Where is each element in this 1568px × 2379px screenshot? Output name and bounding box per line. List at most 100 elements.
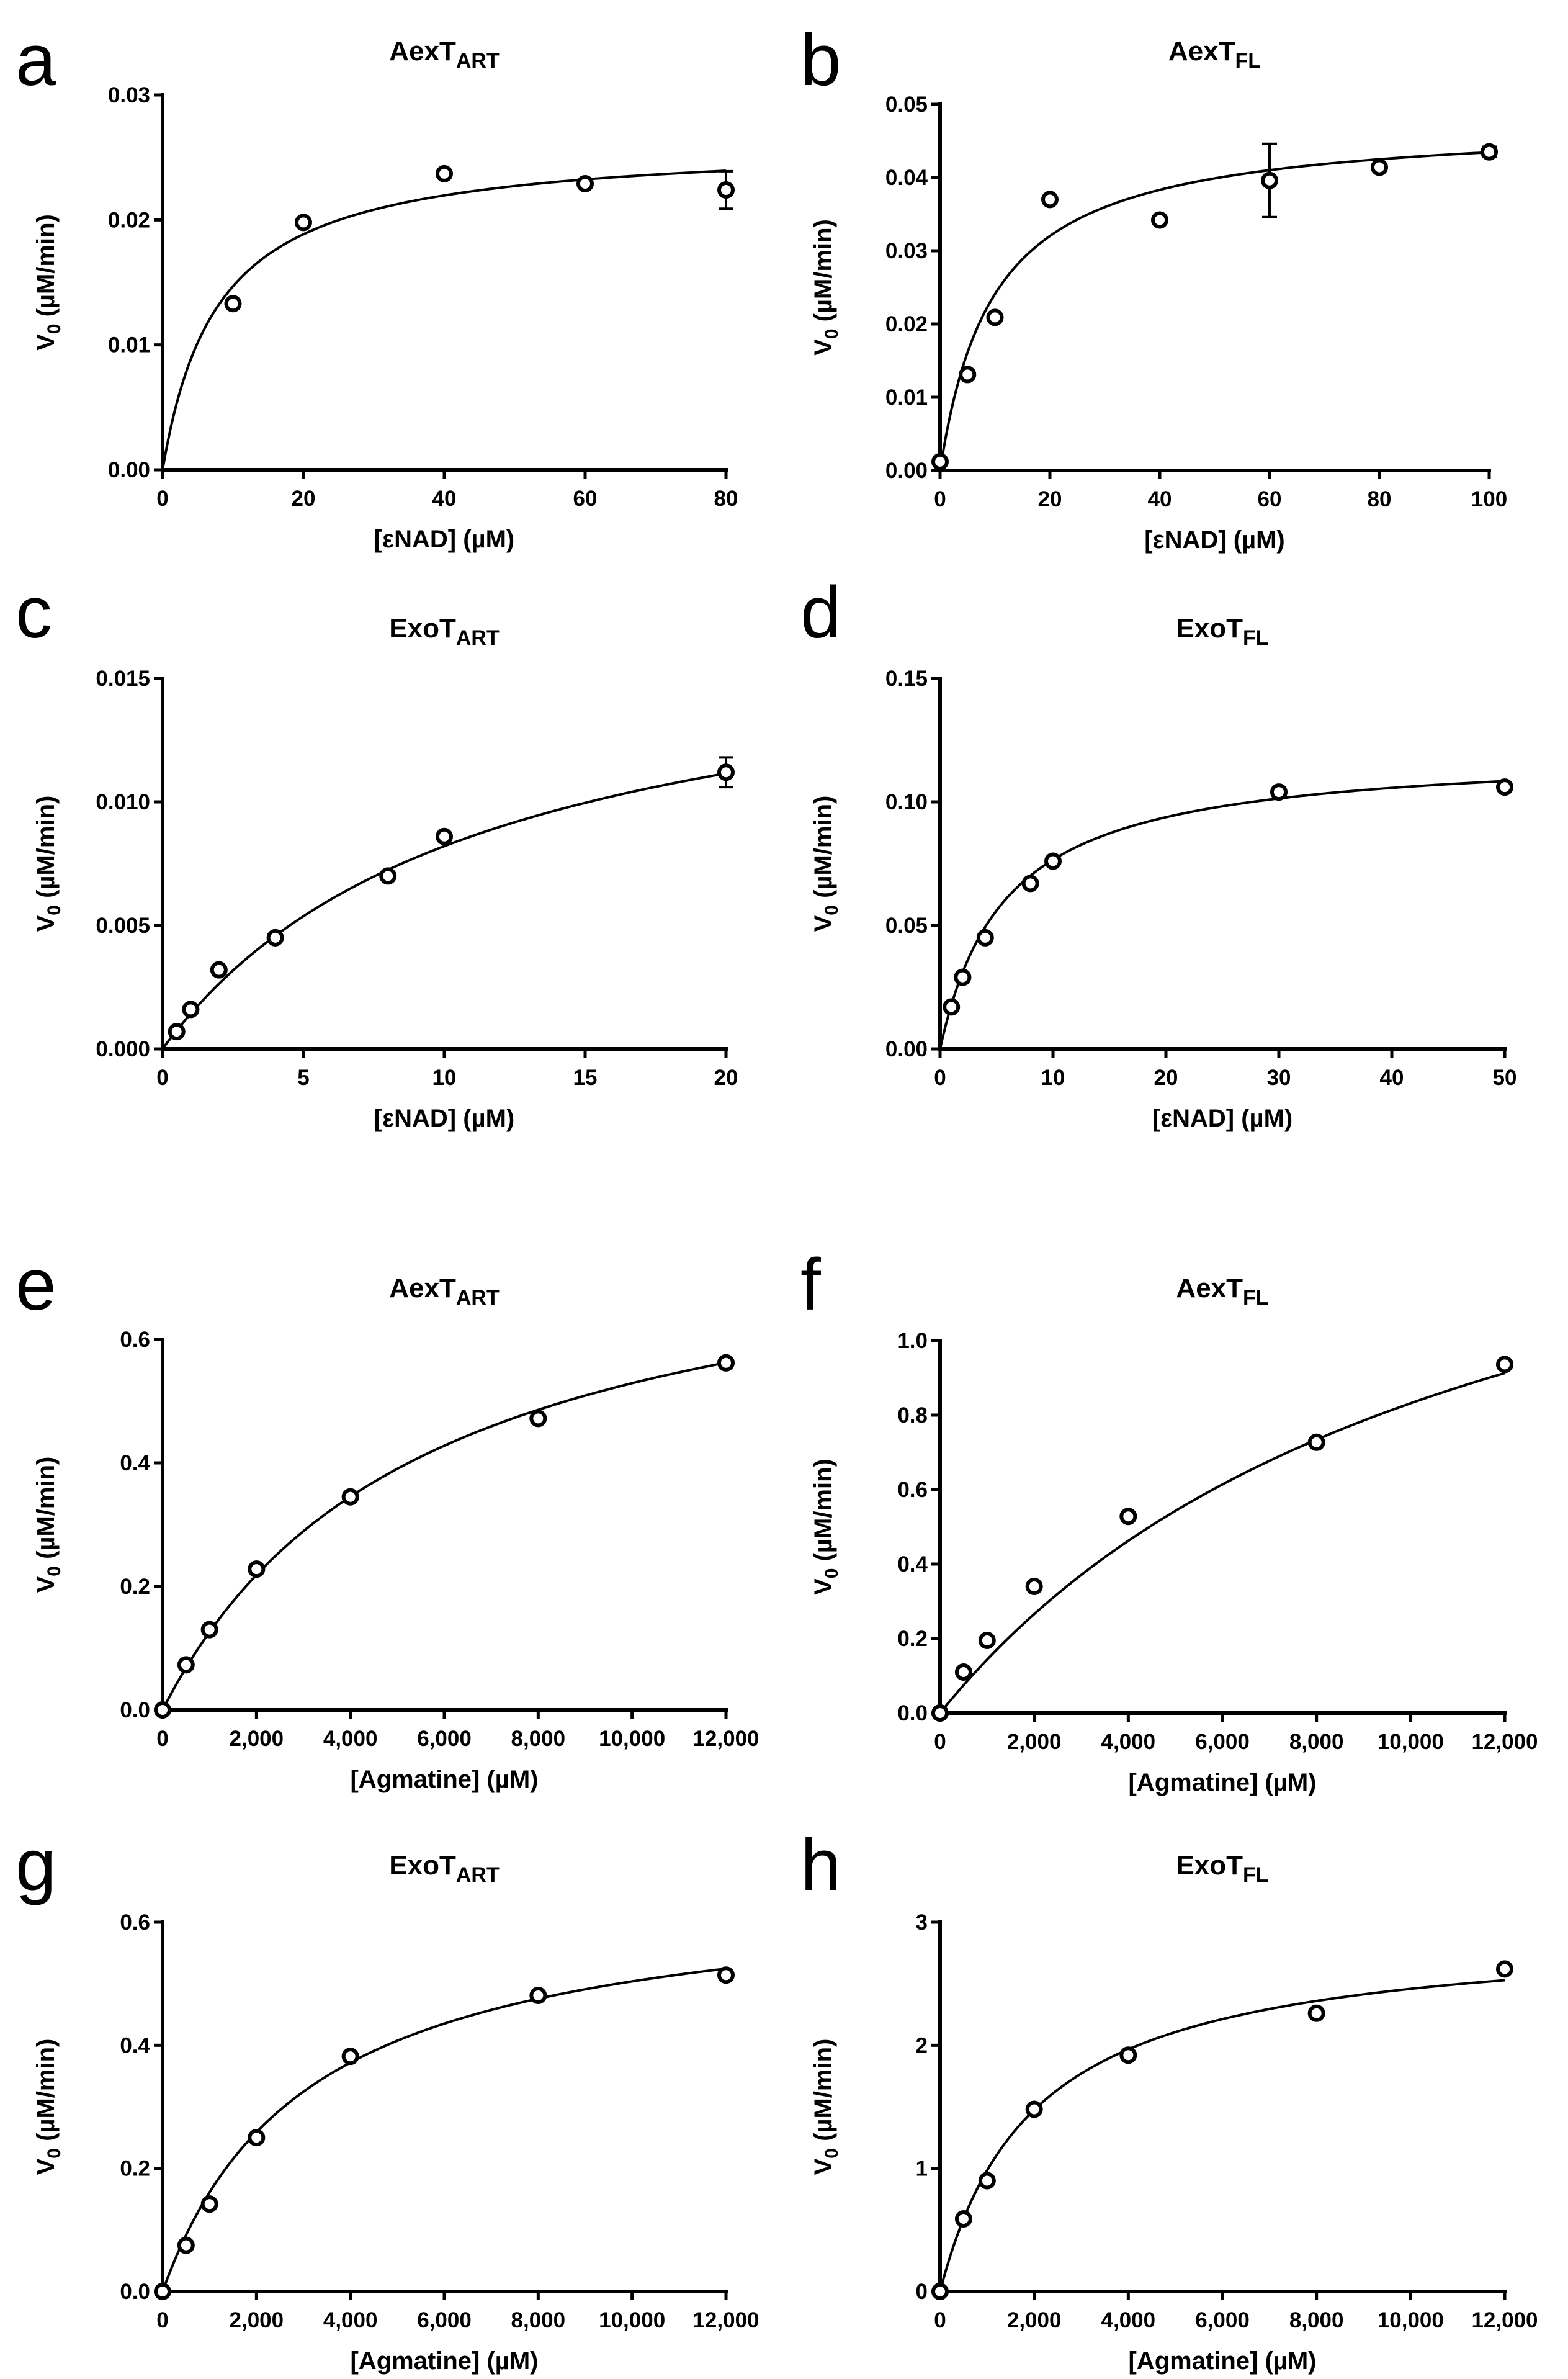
data-point <box>295 214 312 232</box>
y-axis-label: V0 (µM/min) <box>810 219 842 356</box>
x-tick-label: 60 <box>1258 487 1282 511</box>
y-axis-label-unit: (µM/min) <box>32 796 60 905</box>
data-point <box>954 968 972 986</box>
x-tick-label: 0 <box>934 1730 946 1754</box>
chart-title-main: ExoT <box>389 1850 456 1881</box>
data-point <box>177 2236 195 2254</box>
y-tick-label: 0.10 <box>885 790 928 814</box>
data-point <box>954 2210 972 2228</box>
x-tick-label: 10,000 <box>1378 1730 1444 1754</box>
y-tick-label: 2 <box>916 2033 928 2057</box>
data-point <box>210 961 228 979</box>
chart-title-main: AexT <box>389 36 456 66</box>
y-tick-label: 0.4 <box>120 1451 150 1475</box>
x-tick-label: 4,000 <box>1101 1730 1156 1754</box>
chart-panel-g: g ExoTART 0 2,000 4,000 6,000 8,000 10,000 12,00… <box>16 1824 759 2375</box>
y-tick-label: 0.015 <box>96 667 150 691</box>
y-tick-label: 0.0 <box>120 1698 150 1722</box>
fit-curve <box>161 772 727 1050</box>
y-tick-label: 0.2 <box>120 2157 150 2181</box>
data-point <box>1025 1578 1043 1595</box>
y-tick-label: 0.6 <box>897 1478 928 1502</box>
y-axis-label-subscript: 0 <box>822 2148 842 2159</box>
chart-title-main: AexT <box>389 1273 456 1303</box>
y-axis-label: V0 (µM/min) <box>32 2039 65 2175</box>
x-axis-label: [εNAD] (µM) <box>374 526 514 553</box>
fit-curve <box>939 1372 1505 1714</box>
x-tick-label: 40 <box>1148 487 1172 511</box>
y-axis-label-main: V <box>32 334 60 351</box>
x-tick-label: 6,000 <box>1195 1730 1250 1754</box>
chart-panel-e: e AexTART 0 2,000 4,000 6,000 8,000 10,000 12,00… <box>16 1244 759 1793</box>
x-axis-label: [Agmatine] (µM) <box>350 2347 538 2375</box>
x-tick-label: 2,000 <box>230 2308 284 2332</box>
y-axis-label-unit: (µM/min) <box>32 1457 60 1566</box>
x-tick-label: 8,000 <box>1289 2308 1344 2332</box>
chart-title-subscript: ART <box>456 626 500 650</box>
chart-title-main: AexT <box>1176 1273 1243 1303</box>
y-tick-label: 0.4 <box>897 1552 928 1576</box>
y-axis-label-unit: (µM/min) <box>810 2039 837 2148</box>
y-axis-label-unit: (µM/min) <box>810 219 837 328</box>
data-point <box>168 1023 186 1041</box>
x-tick-label: 15 <box>573 1066 598 1090</box>
chart-title-subscript: FL <box>1243 626 1269 650</box>
x-tick-label: 80 <box>714 487 738 511</box>
chart-title-subscript: ART <box>456 1863 500 1887</box>
y-axis-label-subscript: 0 <box>822 1568 842 1578</box>
data-point <box>931 2283 949 2300</box>
x-tick-label: 10,000 <box>1378 2308 1444 2332</box>
panel-letter: a <box>16 19 56 101</box>
x-tick-label: 0 <box>156 487 168 511</box>
chart-panel-d: d ExoTFL 0 10 20 30 40 50 0.00 0.05 0.10 0.15 [εNAD]… <box>800 572 1516 1132</box>
x-tick-label: 30 <box>1267 1066 1291 1090</box>
y-axis-label: V0 (µM/min) <box>810 796 842 932</box>
data-point <box>436 164 453 182</box>
x-tick-label: 10,000 <box>599 2308 665 2332</box>
chart-panel-h: h ExoTFL 0 2,000 4,000 6,000 8,000 10,000 12,000… <box>800 1824 1538 2375</box>
fit-curve <box>161 1361 727 1711</box>
y-tick-label: 0.00 <box>885 1037 928 1061</box>
chart-title-subscript: FL <box>1243 1286 1269 1310</box>
x-tick-label: 10 <box>1041 1066 1065 1090</box>
data-point <box>931 1704 949 1722</box>
x-tick-label: 8,000 <box>1289 1730 1344 1754</box>
y-tick-label: 0.00 <box>885 459 928 483</box>
x-tick-label: 8,000 <box>511 2308 566 2332</box>
x-tick-label: 4,000 <box>1101 2308 1156 2332</box>
data-point <box>717 1966 735 1984</box>
y-tick-label: 0.02 <box>885 312 928 336</box>
chart-title-main: ExoT <box>389 613 456 644</box>
chart-title: AexTFL <box>1176 1273 1268 1310</box>
x-axis-label: [εNAD] (µM) <box>1152 1105 1292 1132</box>
data-point <box>341 1488 359 1506</box>
y-axis-label: V0 (µM/min) <box>32 214 65 351</box>
y-tick-label: 0.0 <box>897 1701 928 1725</box>
chart-panel-b: b AexTFL 0 20 40 60 80 100 0.00 0.01 0.02 0.03 0.04 0… <box>800 19 1507 554</box>
y-axis-label-unit: (µM/min) <box>810 796 837 905</box>
chart-panel-c: c ExoTART 0 5 10 15 20 0.000 0.005 0.010 0.015 [εNA… <box>16 572 738 1132</box>
panel-letter: d <box>800 572 841 654</box>
y-axis-label-subscript: 0 <box>44 1566 65 1576</box>
x-tick-label: 8,000 <box>511 1727 566 1751</box>
y-axis-label-subscript: 0 <box>44 323 65 334</box>
fit-curve <box>161 1967 727 2292</box>
chart-title-main: ExoT <box>1176 1850 1243 1881</box>
panel-letter: f <box>800 1244 821 1326</box>
y-axis-label-subscript: 0 <box>822 905 842 915</box>
x-axis-label: [εNAD] (µM) <box>1144 526 1284 554</box>
data-point <box>436 827 453 845</box>
chart-title-subscript: ART <box>456 1286 500 1310</box>
panel-letter: h <box>800 1824 841 1906</box>
y-axis-label-unit: (µM/min) <box>32 214 60 323</box>
x-tick-label: 20 <box>1038 487 1062 511</box>
data-point <box>1151 211 1168 229</box>
y-axis-label-main: V <box>810 915 837 932</box>
x-axis-label: [Agmatine] (µM) <box>1128 1769 1316 1796</box>
data-point <box>1307 1433 1325 1451</box>
x-tick-label: 50 <box>1493 1066 1517 1090</box>
y-tick-label: 3 <box>916 1910 928 1935</box>
data-point <box>1496 1356 1513 1374</box>
chart-title: ExoTART <box>389 1850 500 1887</box>
